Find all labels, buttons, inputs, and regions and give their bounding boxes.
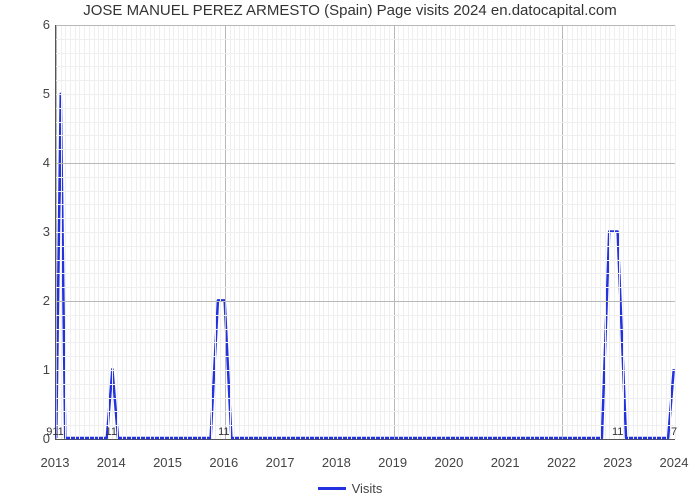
grid-minor-h <box>56 342 675 343</box>
grid-minor-v <box>675 25 676 439</box>
legend: Visits <box>0 480 700 496</box>
x-tick-label: 2021 <box>480 455 530 470</box>
grid-minor-h <box>56 287 675 288</box>
grid-minor-h <box>56 356 675 357</box>
data-point-label: 911 <box>30 426 80 438</box>
data-point-label: 11 <box>593 426 643 438</box>
x-tick-label: 2018 <box>311 455 361 470</box>
legend-swatch <box>318 487 346 490</box>
grid-minor-h <box>56 411 675 412</box>
grid-minor-h <box>56 384 675 385</box>
grid-minor-h <box>56 191 675 192</box>
grid-minor-h <box>56 39 675 40</box>
y-tick-label: 3 <box>6 224 50 239</box>
x-tick-label: 2013 <box>30 455 80 470</box>
data-point-label: 11 <box>199 426 249 438</box>
grid-minor-h <box>56 218 675 219</box>
grid-minor-h <box>56 53 675 54</box>
x-tick-label: 2023 <box>593 455 643 470</box>
x-tick-label: 2015 <box>143 455 193 470</box>
y-tick-label: 5 <box>6 86 50 101</box>
grid-minor-h <box>56 66 675 67</box>
data-point-label: 7 <box>649 426 699 438</box>
grid-h <box>56 232 675 233</box>
x-tick-label: 2022 <box>536 455 586 470</box>
y-tick-label: 4 <box>6 155 50 170</box>
grid-minor-h <box>56 260 675 261</box>
grid-minor-h <box>56 177 675 178</box>
grid-h <box>56 370 675 371</box>
x-tick-label: 2014 <box>86 455 136 470</box>
x-tick-label: 2017 <box>255 455 305 470</box>
x-tick-label: 2024 <box>649 455 699 470</box>
grid-h <box>56 25 675 26</box>
grid-minor-h <box>56 398 675 399</box>
plot-area <box>55 25 675 440</box>
grid-h <box>56 163 675 164</box>
y-tick-label: 6 <box>6 17 50 32</box>
x-tick-label: 2016 <box>199 455 249 470</box>
grid-minor-h <box>56 246 675 247</box>
grid-minor-h <box>56 149 675 150</box>
legend-label: Visits <box>352 481 383 496</box>
grid-minor-h <box>56 425 675 426</box>
y-tick-label: 2 <box>6 293 50 308</box>
grid-minor-h <box>56 108 675 109</box>
grid-h <box>56 301 675 302</box>
grid-minor-h <box>56 80 675 81</box>
grid-minor-h <box>56 204 675 205</box>
chart-container: JOSE MANUEL PEREZ ARMESTO (Spain) Page v… <box>0 0 700 500</box>
chart-title: JOSE MANUEL PEREZ ARMESTO (Spain) Page v… <box>0 2 700 19</box>
x-tick-label: 2019 <box>368 455 418 470</box>
data-point-label: 11 <box>86 426 136 438</box>
y-tick-label: 1 <box>6 362 50 377</box>
grid-minor-h <box>56 135 675 136</box>
grid-h <box>56 94 675 95</box>
grid-minor-h <box>56 273 675 274</box>
grid-minor-h <box>56 329 675 330</box>
grid-minor-h <box>56 315 675 316</box>
grid-minor-h <box>56 122 675 123</box>
x-tick-label: 2020 <box>424 455 474 470</box>
